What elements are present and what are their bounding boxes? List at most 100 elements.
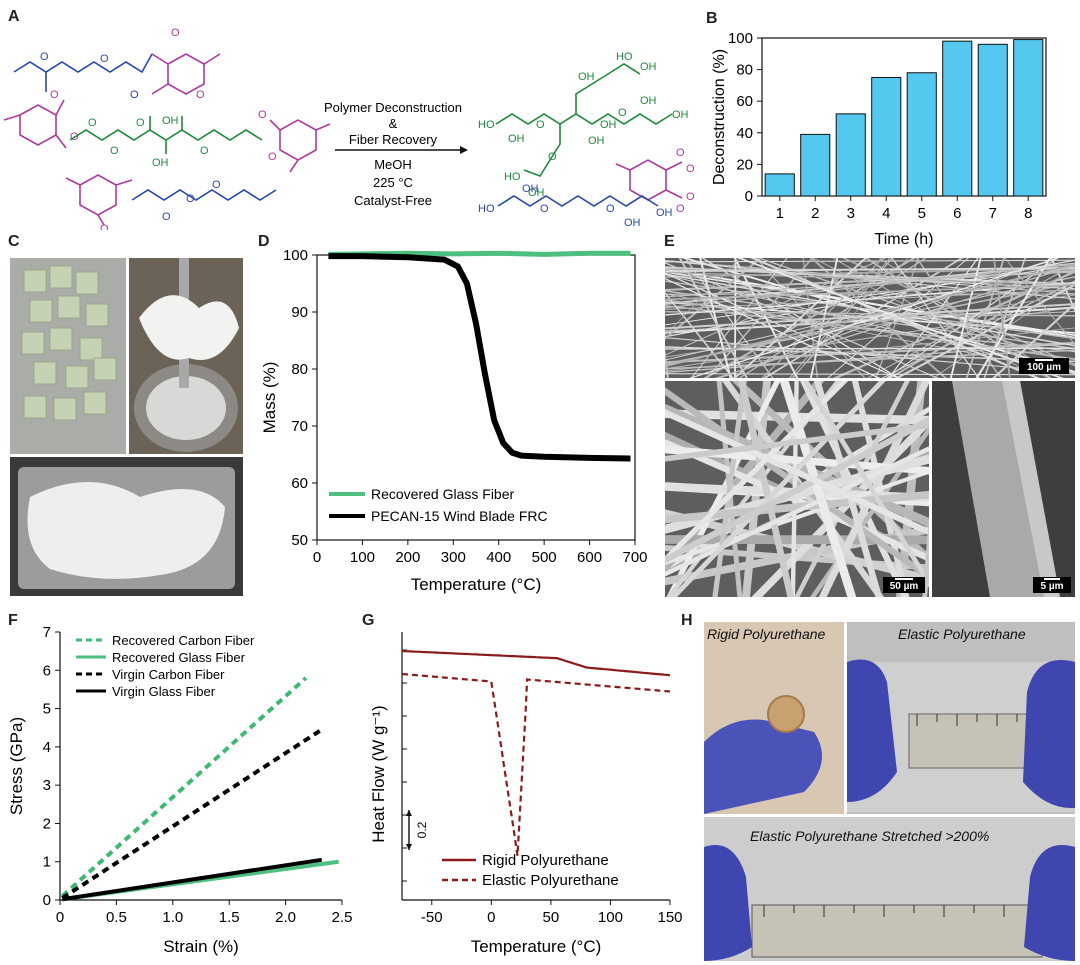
panel-letter-d: D bbox=[258, 233, 270, 250]
chart-g-series-line bbox=[401, 672, 671, 856]
svg-text:O: O bbox=[40, 51, 49, 63]
svg-text:OH: OH bbox=[588, 135, 605, 147]
svg-text:O: O bbox=[676, 147, 685, 159]
ring-group-pink bbox=[3, 53, 331, 226]
arrow-text-line: & bbox=[389, 116, 398, 131]
chart-f-xtick-label: 1.0 bbox=[162, 909, 183, 926]
chart-b-xtick-label: 2 bbox=[811, 205, 819, 222]
svg-text:O: O bbox=[50, 89, 59, 101]
caption-rigid-pu: Rigid Polyurethane bbox=[707, 626, 826, 642]
sem-fiber bbox=[802, 258, 819, 378]
scale-bar-top: 100 µm bbox=[1019, 358, 1069, 374]
chart-b-ytick-label: 0 bbox=[745, 188, 753, 205]
chart-b-xtick-label: 3 bbox=[847, 205, 855, 222]
sem-fiber bbox=[888, 258, 979, 378]
sem-fiber bbox=[665, 416, 929, 564]
caption-elastic-pu-stretched: Elastic Polyurethane Stretched >200% bbox=[750, 828, 990, 844]
chain-group-green bbox=[69, 116, 263, 154]
chart-d-xtick-label: 300 bbox=[441, 549, 466, 566]
sem-fiber bbox=[665, 303, 1075, 330]
sem-fiber bbox=[932, 280, 1075, 378]
chart-b-ylabel: Deconstruction (%) bbox=[711, 49, 728, 185]
ether-labels-blue: O O O O O O bbox=[40, 51, 221, 223]
sem-fiber bbox=[983, 258, 1026, 378]
chart-b-bar bbox=[835, 113, 866, 197]
arrow-text-line: Polymer Deconstruction bbox=[324, 100, 462, 115]
chart-f-ytick-label: 6 bbox=[43, 662, 51, 679]
arrow-text-line: Catalyst-Free bbox=[354, 193, 432, 208]
chart-b-ytick-label: 80 bbox=[736, 62, 753, 79]
photo-elastic-pu-stretched bbox=[704, 817, 1075, 961]
chart-g-xtick-label: 150 bbox=[657, 909, 682, 926]
sem-image-top: 100 µm bbox=[665, 258, 1075, 378]
chart-d-tga: 0 100 200 300 400 500 600 700 50 60 70 80 90 100 Recov… bbox=[260, 247, 648, 594]
panel-letter-e: E bbox=[664, 233, 675, 250]
chart-g-ylabel: Heat Flow (W g⁻¹) bbox=[369, 705, 388, 842]
product-diol-blue bbox=[497, 195, 659, 207]
sem-fiber bbox=[665, 409, 929, 536]
chart-g-scale-label: 0.2 bbox=[415, 821, 429, 838]
chart-g-legend-label: Elastic Polyurethane bbox=[482, 872, 619, 889]
chart-d-ytick-label: 90 bbox=[291, 304, 308, 321]
svg-text:O: O bbox=[100, 223, 109, 230]
chart-f-xtick-label: 1.5 bbox=[219, 909, 240, 926]
chart-f-series-line bbox=[61, 857, 322, 902]
chart-b-ytick-label: 20 bbox=[736, 156, 753, 173]
sem-fiber bbox=[712, 381, 747, 597]
sem-fiber bbox=[688, 258, 1060, 378]
svg-text:OH: OH bbox=[640, 95, 657, 107]
chart-b-bar bbox=[764, 173, 795, 197]
svg-text:O: O bbox=[268, 151, 277, 163]
chart-b-ytick-label: 40 bbox=[736, 125, 753, 142]
svg-text:O: O bbox=[212, 179, 221, 191]
sem-image-left: 50 µm bbox=[665, 381, 929, 597]
chart-f-legend-label: Recovered Carbon Fiber bbox=[112, 633, 255, 648]
chart-f-xtick-label: 2.5 bbox=[332, 909, 353, 926]
arrow-text-line: 225 °C bbox=[373, 175, 413, 190]
chart-b-xtick-label: 8 bbox=[1024, 205, 1032, 222]
chart-d-ytick-label: 60 bbox=[291, 475, 308, 492]
chart-b-bar bbox=[942, 40, 973, 197]
chart-f-ytick-label: 3 bbox=[43, 777, 51, 794]
chart-d-xlabel: Temperature (°C) bbox=[411, 575, 542, 594]
panel-letter-c: C bbox=[8, 233, 20, 250]
scale-bar-left: 50 µm bbox=[883, 577, 925, 593]
chart-f-ytick-label: 4 bbox=[43, 739, 51, 756]
chart-g-dsc: -50 0 50 100 150 0.2 Rigid Polyurethane Elastic… bbox=[369, 632, 683, 956]
svg-text:HO: HO bbox=[616, 51, 633, 63]
svg-text:O: O bbox=[548, 151, 557, 163]
chart-d-ytick-label: 100 bbox=[283, 247, 308, 264]
sem-fiber bbox=[665, 294, 1075, 358]
svg-text:O: O bbox=[606, 203, 615, 215]
chart-b-frame bbox=[761, 37, 1047, 197]
sem-fiber bbox=[733, 258, 868, 378]
chart-d-ytick-label: 50 bbox=[291, 532, 308, 549]
chart-g-xlabel: Temperature (°C) bbox=[471, 937, 602, 956]
sem-fiber bbox=[665, 272, 900, 378]
arrow-head-icon bbox=[460, 146, 468, 154]
chart-d-legend-label: Recovered Glass Fiber bbox=[371, 486, 515, 502]
svg-text:O: O bbox=[686, 191, 695, 203]
sem-fiber bbox=[665, 269, 1075, 298]
chart-b-xtick-label: 7 bbox=[989, 205, 997, 222]
chart-f-series-line bbox=[60, 676, 308, 898]
svg-text:O: O bbox=[258, 109, 267, 121]
sem-fiber bbox=[665, 422, 929, 462]
svg-text:O: O bbox=[162, 211, 171, 223]
panel-letter-h: H bbox=[681, 612, 693, 629]
sem-fiber bbox=[992, 258, 1011, 378]
chart-b-xtick-label: 1 bbox=[776, 205, 784, 222]
svg-text:O: O bbox=[686, 163, 695, 175]
svg-text:O: O bbox=[536, 119, 545, 131]
chart-f-legend-label: Virgin Glass Fiber bbox=[112, 684, 216, 699]
sem-fiber bbox=[706, 258, 814, 378]
chart-b-xtick-label: 5 bbox=[918, 205, 926, 222]
sem-fiber bbox=[670, 381, 886, 597]
chart-d-ytick-label: 80 bbox=[291, 361, 308, 378]
svg-text:O: O bbox=[171, 27, 180, 39]
svg-text:O: O bbox=[88, 117, 97, 129]
hydroxyl-labels-green: O O OH OH O O bbox=[88, 115, 209, 169]
sem-fiber bbox=[949, 258, 982, 378]
sem-fiber bbox=[665, 490, 929, 524]
